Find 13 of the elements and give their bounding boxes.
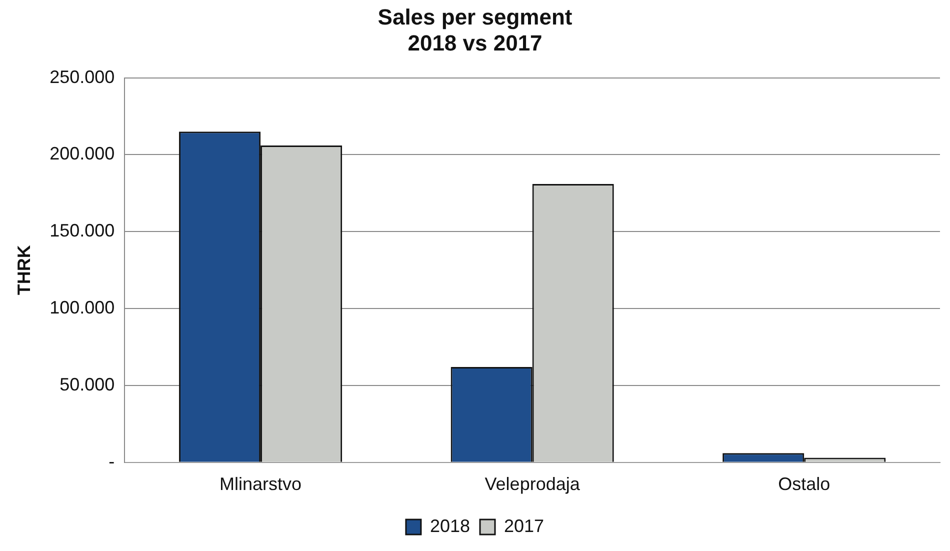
y-axis-title: THRK — [14, 245, 34, 296]
legend-label: 2017 — [504, 516, 544, 536]
y-tick-label: 200.000 — [50, 144, 115, 164]
y-tick-label: 100.000 — [50, 298, 115, 318]
y-tick-label: 50.000 — [60, 374, 115, 394]
y-tick-label: - — [108, 451, 115, 472]
y-tick-label: 250.000 — [50, 66, 115, 87]
chart-title: Sales per segment 2018 vs 2017 — [378, 4, 573, 56]
legend-label: 2018 — [430, 516, 470, 536]
y-tick-label: 150.000 — [50, 220, 115, 241]
x-tick-label: Veleprodaja — [484, 474, 581, 494]
x-tick-label: Mlinarstvo — [220, 474, 302, 494]
x-tick-label: Ostalo — [778, 474, 830, 494]
